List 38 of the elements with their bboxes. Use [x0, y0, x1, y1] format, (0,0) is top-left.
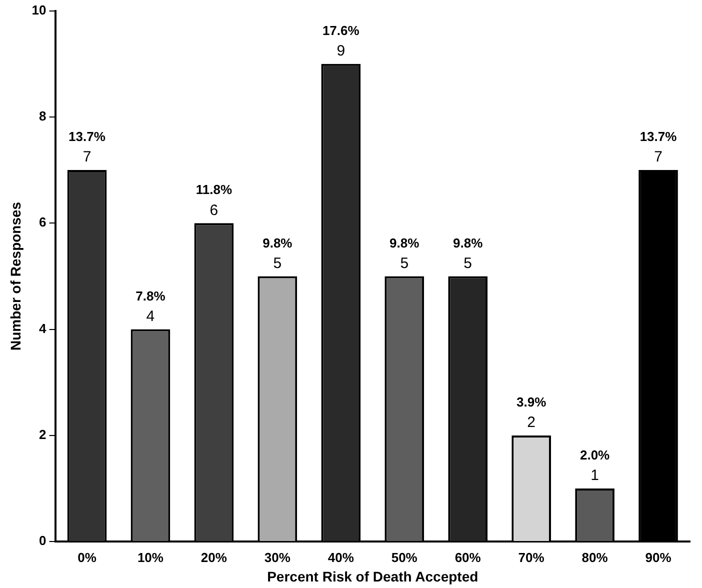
annotation: 9.8% — [453, 235, 484, 250]
x-tick-label: 60% — [454, 550, 482, 565]
y-tick-label: 10 — [32, 2, 46, 18]
annotation: 11.8% — [196, 182, 232, 198]
data-label: 4 — [146, 308, 155, 325]
x-tick-label: 30% — [264, 550, 291, 565]
y-tick-label: 6 — [39, 214, 46, 230]
x-tick-label: 40% — [328, 550, 354, 565]
data-label: 5 — [273, 254, 282, 272]
annotation: 13.7% — [68, 129, 106, 144]
annotation: 17.6% — [322, 22, 360, 38]
data-label: 7 — [82, 148, 92, 166]
data-label: 7 — [654, 148, 662, 166]
data-label: 2 — [527, 414, 536, 432]
annotation: 9.8% — [262, 235, 293, 250]
x-tick-label: 80% — [582, 550, 608, 565]
annotation: 9.8% — [390, 235, 420, 250]
annotation: 3.9% — [516, 394, 547, 410]
x-tick-label: 10% — [137, 550, 164, 565]
x-tick-label: 70% — [518, 550, 545, 565]
data-label: 1 — [590, 467, 599, 484]
y-tick-label: 4 — [39, 320, 48, 336]
x-tick-label: 0% — [78, 550, 97, 565]
x-tick-label: 90% — [645, 550, 672, 565]
data-label: 5 — [464, 254, 472, 272]
annotation: 13.7% — [640, 129, 678, 144]
x-tick-label: 50% — [391, 550, 418, 565]
y-tick-label: 0 — [39, 533, 46, 548]
y-tick-label: 2 — [39, 427, 46, 442]
annotation: 2.0% — [580, 448, 610, 463]
x-axis-title: Percent Risk of Death Accepted — [267, 568, 478, 584]
data-label: 9 — [336, 42, 346, 60]
data-label: 6 — [210, 202, 218, 219]
x-tick-label: 20% — [200, 550, 228, 565]
annotation: 7.8% — [136, 288, 166, 304]
y-tick-label: 8 — [39, 108, 46, 124]
data-label: 5 — [400, 254, 409, 272]
y-axis-title: Number of Responses — [7, 202, 24, 350]
